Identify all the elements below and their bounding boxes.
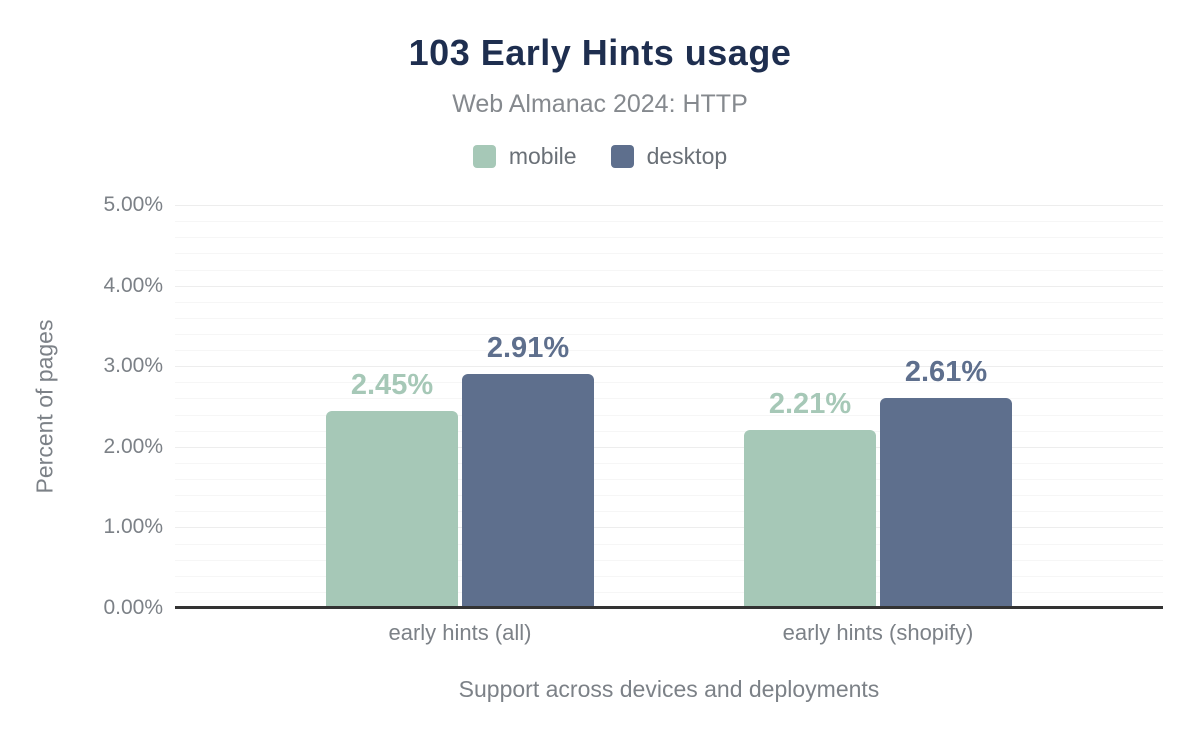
y-tick-label: 5.00% [103, 193, 163, 216]
minor-gridline [175, 559, 1163, 561]
major-gridline [175, 205, 1163, 206]
major-gridline [175, 285, 1163, 287]
desktop-value-label: 2.91% [486, 331, 570, 364]
mobile-bar-2[interactable] [744, 429, 876, 608]
legend-label-desktop: desktop [646, 143, 728, 169]
mobile-bar-1[interactable] [326, 410, 458, 608]
desktop-bar-2[interactable] [880, 397, 1012, 608]
x-category-label: early hints (shopify) [782, 620, 974, 645]
minor-gridline [175, 317, 1163, 319]
legend-label-mobile: mobile [508, 143, 577, 169]
minor-gridline [175, 414, 1163, 416]
minor-gridline [175, 382, 1163, 384]
major-gridline [175, 366, 1163, 368]
minor-gridline [175, 398, 1163, 400]
minor-gridline [175, 301, 1163, 303]
y-tick-label: 0.00% [103, 596, 163, 619]
minor-gridline [175, 479, 1163, 480]
chart-subtitle: Web Almanac 2024: HTTP [452, 90, 748, 118]
minor-gridline [175, 334, 1163, 335]
desktop-swatch-icon [610, 145, 634, 168]
major-gridline [175, 446, 1163, 448]
minor-gridline [175, 253, 1163, 255]
y-tick-label: 2.00% [103, 434, 163, 458]
minor-gridline [175, 269, 1163, 271]
minor-gridline [175, 495, 1163, 497]
desktop-value-label: 2.61% [904, 355, 988, 388]
y-tick-label: 1.00% [103, 515, 163, 539]
chart-title: 103 Early Hints usage [408, 32, 792, 73]
legend-item-desktop: desktop [610, 143, 728, 170]
y-axis-tick-labels: 0.00% 1.00% 2.00% 3.00% 4.00% 5.00% [0, 193, 163, 619]
y-tick-label: 4.00% [103, 273, 163, 297]
minor-gridline [175, 221, 1163, 223]
legend-item-mobile: mobile [472, 143, 577, 170]
minor-gridline [175, 591, 1163, 593]
minor-gridline [175, 462, 1163, 464]
y-tick-label: 3.00% [103, 354, 163, 378]
desktop-bar-1[interactable] [462, 373, 594, 608]
x-axis-baseline [175, 606, 1163, 609]
minor-gridline [175, 237, 1163, 239]
x-category-label: early hints (all) [388, 620, 532, 645]
minor-gridline [175, 430, 1163, 432]
major-gridline [175, 527, 1163, 529]
legend: mobile desktop [0, 143, 1200, 170]
minor-gridline [175, 350, 1163, 352]
mobile-swatch-icon [472, 145, 496, 168]
minor-gridline [175, 575, 1163, 577]
minor-gridline [175, 543, 1163, 545]
plot-area: 2.45% 2.91% 2.21% 2.61% [175, 205, 1163, 609]
minor-gridline [175, 511, 1163, 513]
x-axis-title: Support across devices and deployments [458, 676, 880, 702]
mobile-value-label: 2.21% [768, 387, 852, 420]
mobile-value-label: 2.45% [350, 368, 434, 401]
